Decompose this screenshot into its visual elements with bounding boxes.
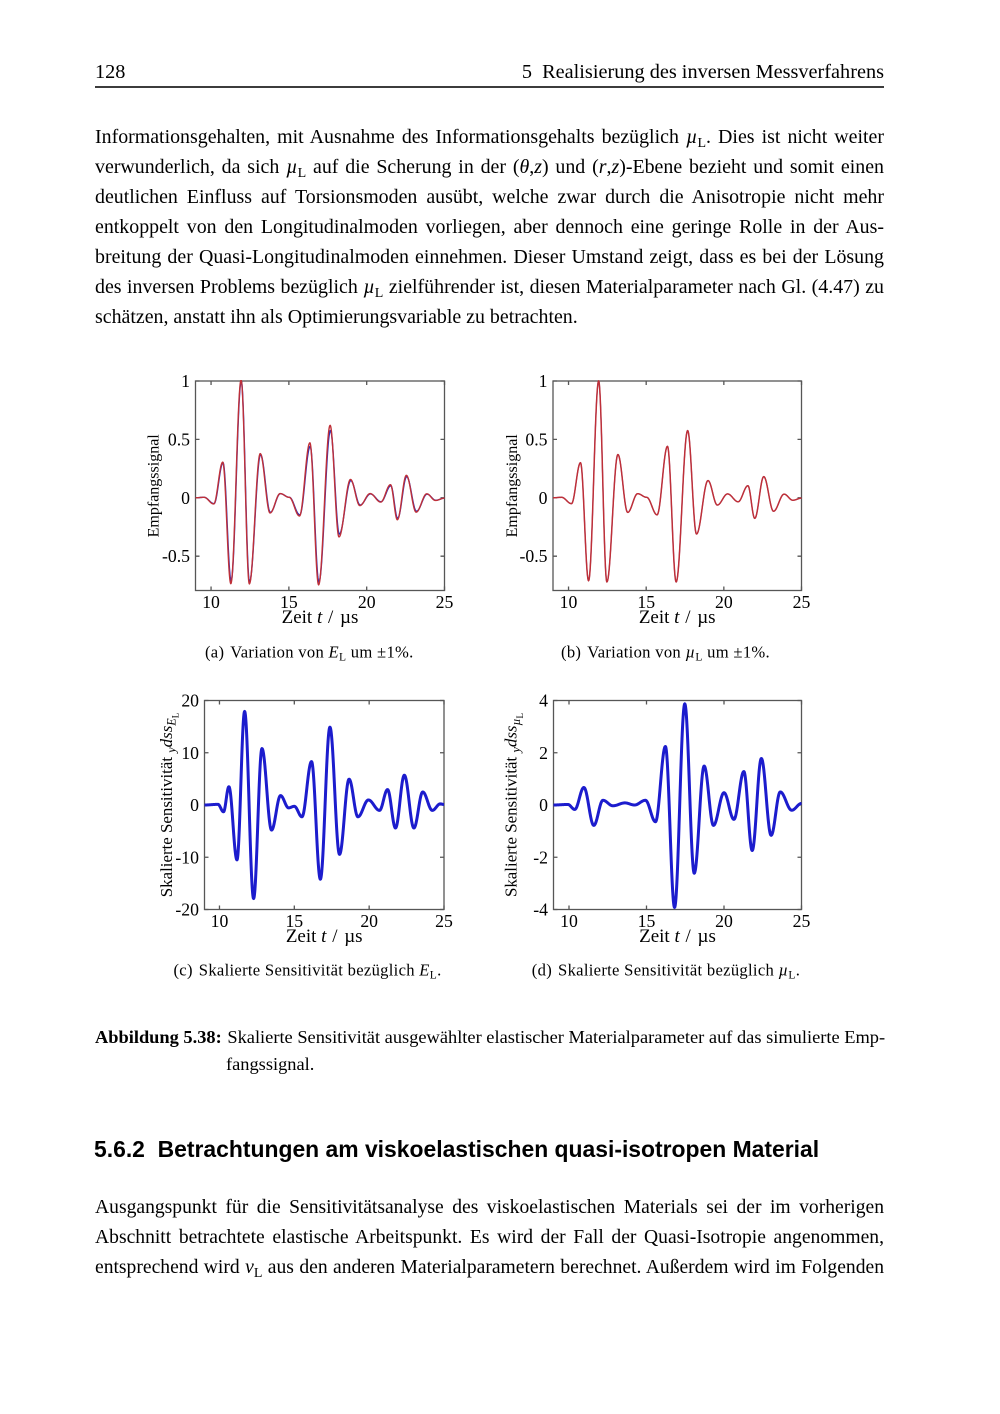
svg-text:10: 10 <box>211 911 229 931</box>
svg-text:25: 25 <box>436 592 454 612</box>
svg-text:10: 10 <box>202 592 220 612</box>
svg-text:20: 20 <box>360 911 378 931</box>
svg-text:0.5: 0.5 <box>168 429 190 449</box>
svg-text:1: 1 <box>181 371 190 391</box>
svg-text:0: 0 <box>539 488 548 508</box>
svg-text:-2: -2 <box>533 847 548 867</box>
svg-text:2: 2 <box>539 743 548 763</box>
svg-text:-20: -20 <box>175 900 199 920</box>
svg-text:10: 10 <box>181 743 199 763</box>
svg-text:0: 0 <box>190 795 199 815</box>
svg-text:0: 0 <box>181 488 190 508</box>
svg-text:Skalierte Sensitivität ydssµL: Skalierte Sensitivität ydssµL <box>502 713 525 897</box>
svg-text:Empfangssignal: Empfangssignal <box>504 434 521 538</box>
svg-text:Zeit t / µs: Zeit t / µs <box>639 607 716 628</box>
svg-text:1: 1 <box>539 371 548 391</box>
svg-text:-4: -4 <box>533 900 548 920</box>
svg-text:Zeit t / µs: Zeit t / µs <box>282 607 359 628</box>
svg-text:0: 0 <box>539 795 548 815</box>
svg-text:Zeit t / µs: Zeit t / µs <box>286 926 363 947</box>
svg-text:Skalierte Sensitivität ydssEL: Skalierte Sensitivität ydssEL <box>157 713 180 897</box>
svg-text:10: 10 <box>560 592 578 612</box>
svg-text:(d)Skalierte Sensitivität bezü: (d) Skalierte Sensitivität bezüglich µL. <box>532 961 800 982</box>
svg-text:-10: -10 <box>175 847 199 867</box>
svg-text:25: 25 <box>793 911 811 931</box>
svg-text:15: 15 <box>637 592 655 612</box>
svg-text:-0.5: -0.5 <box>162 546 190 566</box>
svg-text:Empfangssignal: Empfangssignal <box>146 434 163 538</box>
svg-text:20: 20 <box>715 592 733 612</box>
svg-text:(c)Skalierte Sensitivität bezü: (c) Skalierte Sensitivität bezüglich EL. <box>173 961 441 982</box>
svg-text:4: 4 <box>539 691 548 711</box>
svg-text:15: 15 <box>285 911 303 931</box>
svg-text:0.5: 0.5 <box>525 429 547 449</box>
svg-text:15: 15 <box>638 911 656 931</box>
svg-text:-0.5: -0.5 <box>520 546 548 566</box>
svg-text:20: 20 <box>715 911 733 931</box>
svg-text:10: 10 <box>560 911 578 931</box>
svg-text:Zeit t / µs: Zeit t / µs <box>639 926 716 947</box>
svg-text:25: 25 <box>435 911 453 931</box>
svg-text:20: 20 <box>181 691 199 711</box>
svg-text:20: 20 <box>358 592 376 612</box>
svg-text:15: 15 <box>280 592 298 612</box>
svg-text:25: 25 <box>793 592 811 612</box>
